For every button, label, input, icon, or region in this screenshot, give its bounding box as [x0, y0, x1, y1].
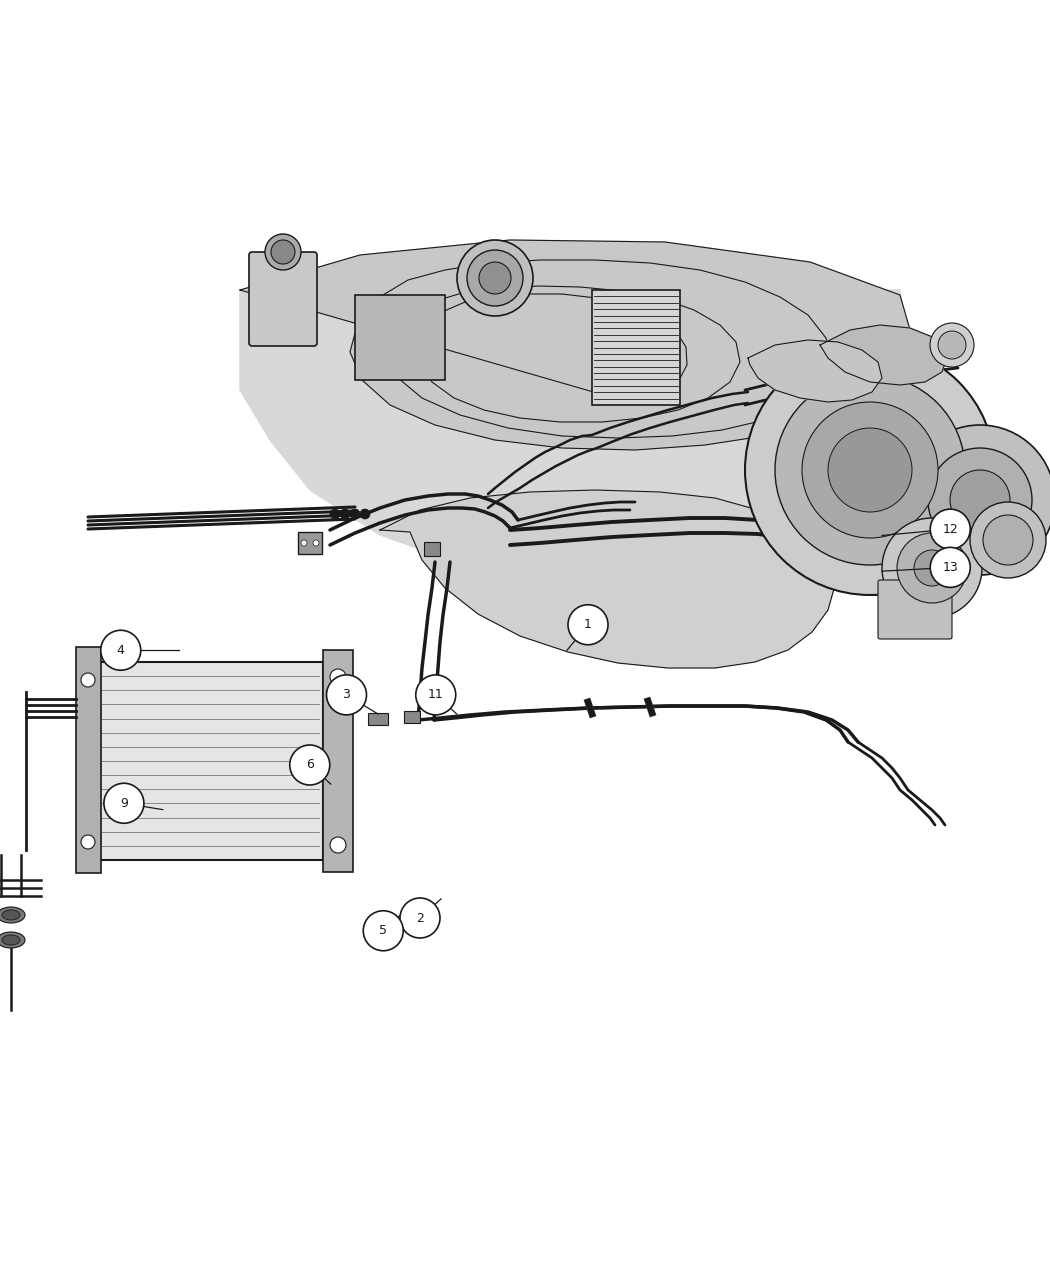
Polygon shape — [820, 325, 948, 385]
Polygon shape — [748, 340, 882, 402]
Circle shape — [914, 550, 950, 586]
Text: 12: 12 — [943, 523, 958, 536]
Bar — [404, 711, 420, 723]
Circle shape — [457, 240, 533, 316]
Circle shape — [930, 509, 970, 550]
Circle shape — [340, 509, 350, 519]
Circle shape — [81, 835, 94, 849]
Circle shape — [983, 515, 1033, 565]
Circle shape — [882, 518, 982, 618]
Circle shape — [104, 783, 144, 824]
Circle shape — [467, 250, 523, 306]
Circle shape — [950, 470, 1010, 530]
Circle shape — [330, 509, 340, 519]
Bar — [368, 713, 388, 725]
Ellipse shape — [2, 935, 20, 945]
Circle shape — [271, 240, 295, 264]
Circle shape — [479, 261, 511, 295]
Bar — [298, 532, 322, 555]
Circle shape — [290, 745, 330, 785]
Polygon shape — [240, 289, 910, 585]
Text: 6: 6 — [306, 759, 314, 771]
Bar — [76, 646, 101, 873]
Circle shape — [568, 604, 608, 645]
Circle shape — [828, 428, 912, 513]
Text: 4: 4 — [117, 644, 125, 657]
Circle shape — [416, 674, 456, 715]
Circle shape — [330, 836, 346, 853]
Circle shape — [363, 910, 403, 951]
FancyBboxPatch shape — [249, 252, 317, 346]
Circle shape — [327, 674, 366, 715]
Circle shape — [930, 323, 974, 367]
Circle shape — [265, 235, 301, 270]
Circle shape — [930, 547, 970, 588]
Circle shape — [905, 425, 1050, 575]
Bar — [323, 650, 353, 872]
Bar — [98, 662, 323, 861]
Text: 3: 3 — [342, 688, 351, 701]
Circle shape — [81, 673, 94, 687]
Text: 13: 13 — [943, 561, 958, 574]
Bar — [592, 289, 680, 405]
Polygon shape — [240, 240, 910, 450]
Circle shape — [400, 898, 440, 938]
Text: 1: 1 — [584, 618, 592, 631]
Circle shape — [970, 502, 1046, 578]
Circle shape — [313, 541, 319, 546]
Bar — [424, 542, 440, 556]
Circle shape — [928, 448, 1032, 552]
Circle shape — [775, 375, 965, 565]
FancyBboxPatch shape — [878, 580, 952, 639]
Circle shape — [938, 332, 966, 360]
Circle shape — [350, 509, 360, 519]
Circle shape — [301, 541, 307, 546]
Circle shape — [101, 630, 141, 671]
Ellipse shape — [0, 907, 25, 923]
Ellipse shape — [2, 910, 20, 921]
Polygon shape — [380, 490, 835, 668]
Circle shape — [330, 669, 346, 685]
Text: 2: 2 — [416, 912, 424, 924]
Circle shape — [897, 533, 967, 603]
Circle shape — [360, 509, 370, 519]
FancyBboxPatch shape — [355, 295, 445, 380]
Text: 5: 5 — [379, 924, 387, 937]
Text: 11: 11 — [428, 688, 443, 701]
Circle shape — [746, 346, 995, 595]
Ellipse shape — [0, 932, 25, 949]
Circle shape — [802, 402, 938, 538]
Text: 9: 9 — [120, 797, 128, 810]
